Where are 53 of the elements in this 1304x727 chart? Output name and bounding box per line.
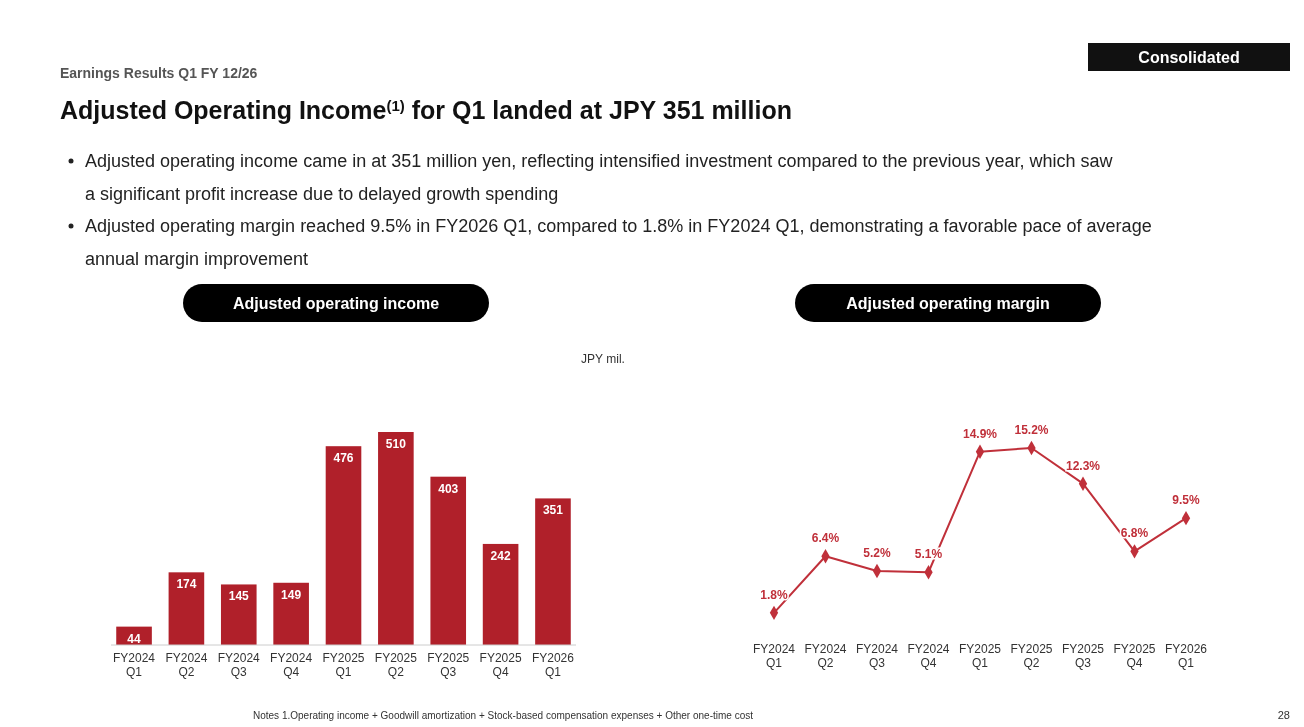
x-tick-label: FY2025 Q1 — [322, 651, 365, 679]
x-tick-label: FY2025 Q3 — [1061, 642, 1105, 670]
data-label: 6.8% — [1120, 526, 1149, 541]
x-tick-label: FY2024 Q3 — [855, 642, 899, 670]
bar — [325, 446, 362, 645]
text: Consolidated — [1138, 49, 1240, 66]
data-label: 351 — [542, 503, 564, 518]
bar — [168, 572, 205, 645]
x-tick-label: FY2024 Q2 — [165, 651, 208, 679]
data-label: 242 — [490, 548, 511, 563]
x-tick-label: FY2024 Q2 — [804, 642, 847, 670]
data-label: 149 — [281, 587, 302, 602]
y-axis-title: JPY mil. — [581, 352, 625, 366]
text: Adjusted operating margin reached 9.5% in FY2026 Q1, compared to 1.8% in FY2024 Q1, demonstrating a favorable pace of average annual margin improvement — [85, 216, 1152, 269]
text: Notes 1.Operating income + Goodwill amortization + Stock-based compensation expenses + Other one-time cost — [253, 710, 754, 721]
x-tick-label: FY2025 Q3 — [427, 651, 470, 679]
x-tick-label: FY2025 Q4 — [1113, 642, 1156, 670]
x-tick-label: FY2024 Q4 — [270, 651, 313, 679]
bar — [482, 543, 519, 645]
data-label: 403 — [438, 481, 459, 496]
x-tick-label: FY2024 Q3 — [217, 651, 261, 679]
data-label: 5.2% — [863, 546, 891, 561]
data-label: 476 — [333, 451, 354, 466]
text: Adjusted operating income came in at 351 million yen, reflecting intensified investment compared to the previous year, which saw a significant profit increase due to delayed growth spending — [85, 151, 1114, 204]
text: 28 — [1277, 709, 1290, 721]
x-tick-label: FY2025 Q4 — [479, 651, 522, 679]
data-label: 174 — [176, 577, 197, 592]
data-label: 6.4% — [811, 531, 840, 546]
bar — [430, 476, 467, 645]
data-label: 1.8% — [760, 587, 788, 602]
data-label: 12.3% — [1065, 458, 1101, 473]
bar — [378, 432, 414, 645]
text: Earnings Results Q1 FY 12/26 — [60, 65, 258, 81]
text: Adjusted Operating Income$^{(1)}$ for Q1 landed at JPY 351 million — [60, 96, 792, 124]
data-label: 145 — [228, 589, 250, 604]
data-label: 14.9% — [962, 426, 998, 441]
x-tick-label: FY2024 Q1 — [113, 651, 156, 679]
data-label: 15.2% — [1014, 423, 1049, 437]
bar — [535, 498, 571, 645]
x-tick-label: FY2025 Q2 — [1010, 642, 1053, 670]
x-tick-label: FY2026 Q1 — [531, 651, 575, 679]
x-tick-label: FY2025 Q2 — [374, 651, 418, 679]
x-tick-label: FY2025 Q1 — [958, 642, 1002, 670]
x-tick-label: FY2024 Q4 — [907, 642, 950, 670]
data-label: 9.5% — [1172, 493, 1200, 508]
x-tick-label: FY2026 Q1 — [1164, 642, 1208, 670]
data-label: 510 — [385, 437, 407, 451]
chart-title: Adjusted operating margin — [846, 295, 1050, 312]
bar — [273, 582, 309, 645]
bar — [220, 584, 257, 645]
chart-title: Adjusted operating income — [232, 295, 440, 312]
data-label: 44 — [127, 631, 142, 646]
x-tick-label: FY2024 Q1 — [752, 642, 796, 670]
